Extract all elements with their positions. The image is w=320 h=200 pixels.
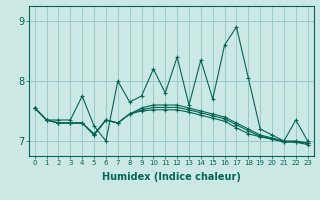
X-axis label: Humidex (Indice chaleur): Humidex (Indice chaleur) xyxy=(102,172,241,182)
